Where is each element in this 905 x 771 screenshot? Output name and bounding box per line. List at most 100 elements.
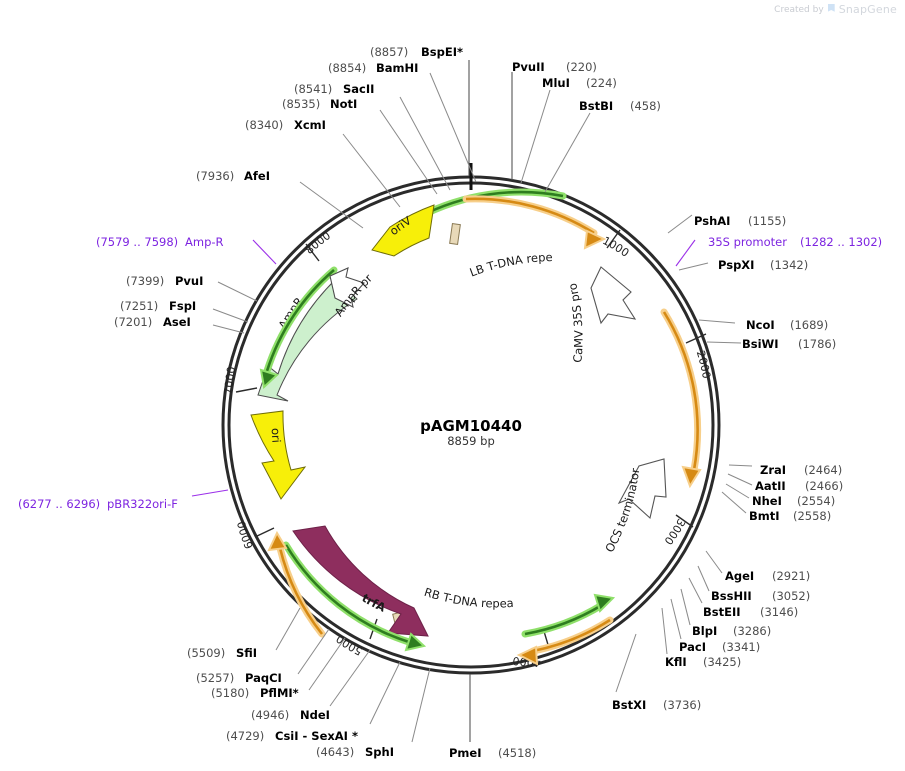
enzyme-name: PvuI [175, 274, 203, 288]
watermark-brand: SnapGene [838, 3, 897, 16]
enzyme-pos: (2558) [793, 509, 831, 523]
primer-name: pBR322ori-F [107, 497, 178, 511]
enzyme-pos: (4643) [316, 745, 354, 759]
feature-orange-arc-bottom [516, 616, 614, 666]
enzyme-pos: (220) [566, 60, 597, 74]
primer-range: (7579 .. 7598) [96, 235, 178, 249]
enzyme-name: PaqCI [245, 671, 282, 685]
enzyme-label-FspI[interactable]: (7251) FspI [120, 299, 196, 313]
enzyme-name: XcmI [294, 118, 326, 132]
enzyme-pos: (8854) [328, 61, 366, 75]
enzyme-label-SfiI[interactable]: (5509) SfiI [187, 646, 257, 660]
primer-label-35S-promoter[interactable]: 35S promoter (1282 .. 1302) [708, 235, 882, 249]
enzyme-group-bottom: PmeI (4518) [449, 746, 536, 760]
enzyme-label-NotI[interactable]: (8535) NotI [282, 97, 357, 111]
enzyme-label-BstBI[interactable]: BstBI (458) [579, 99, 661, 113]
enzyme-label-BsiWI[interactable]: BsiWI (1786) [742, 337, 836, 351]
primer-group: (7579 .. 7598) Amp-R (6277 .. 6296) pBR3… [18, 235, 882, 511]
feature-label-ori: ori [269, 428, 284, 443]
enzyme-label-BlpI[interactable]: BlpI (3286) [692, 624, 771, 638]
feature-green-arc-AmpR [259, 266, 338, 389]
enzyme-name: NotI [330, 97, 357, 111]
svg-text:ori: ori [269, 428, 284, 443]
enzyme-pos: (1342) [770, 258, 808, 272]
enzyme-label-PaqCI[interactable]: (5257) PaqCI [196, 671, 282, 685]
enzyme-label-BmtI[interactable]: BmtI (2558) [749, 509, 831, 523]
enzyme-label-MluI[interactable]: MluI (224) [542, 76, 617, 90]
enzyme-name: BstBI [579, 99, 613, 113]
primer-range: (6277 .. 6296) [18, 497, 100, 511]
enzyme-label-NheI[interactable]: NheI (2554) [752, 494, 835, 508]
enzyme-label-PvuI[interactable]: (7399) PvuI [126, 274, 203, 288]
enzyme-name: BstEII [703, 605, 741, 619]
enzyme-label-BstXI[interactable]: BstXI (3736) [612, 698, 701, 712]
enzyme-pos: (7936) [196, 169, 234, 183]
enzyme-label-NdeI[interactable]: (4946) NdeI [251, 708, 330, 722]
enzyme-pos: (8535) [282, 97, 320, 111]
enzyme-pos: (3736) [663, 698, 701, 712]
enzyme-label-BstEII[interactable]: BstEII (3146) [703, 605, 798, 619]
enzyme-name: BspEI* [421, 45, 463, 59]
enzyme-label-AgeI[interactable]: AgeI (2921) [725, 569, 810, 583]
enzyme-name: PshAI [694, 214, 730, 228]
enzyme-label-XcmI[interactable]: (8340) XcmI [245, 118, 326, 132]
enzyme-name: PflMI* [260, 686, 299, 700]
plasmid-name: pAGM10440 [420, 417, 522, 435]
enzyme-pos: (4518) [498, 746, 536, 760]
enzyme-pos: (3146) [760, 605, 798, 619]
enzyme-label-PflMI[interactable]: (5180) PflMI* [211, 686, 299, 700]
enzyme-pos: (2554) [797, 494, 835, 508]
enzyme-name: KflI [665, 655, 687, 669]
enzyme-label-PacI[interactable]: PacI (3341) [679, 640, 760, 654]
enzyme-pos: (1689) [790, 318, 828, 332]
enzyme-pos: (3425) [703, 655, 741, 669]
enzyme-label-AseI[interactable]: (7201) AseI [114, 315, 191, 329]
enzyme-pos: (4946) [251, 708, 289, 722]
plasmid-center-label: pAGM10440 8859 bp [420, 417, 522, 448]
enzyme-name: ZraI [760, 463, 786, 477]
enzyme-name: BamHI [376, 61, 418, 75]
enzyme-pos: (224) [586, 76, 617, 90]
enzyme-label-AfeI[interactable]: (7936) AfeI [196, 169, 270, 183]
enzyme-name: MluI [542, 76, 570, 90]
enzyme-pos: (5257) [196, 671, 234, 685]
enzyme-pos: (1155) [748, 214, 786, 228]
enzyme-label-AatII[interactable]: AatII (2466) [755, 479, 843, 493]
enzyme-label-NcoI[interactable]: NcoI (1689) [746, 318, 828, 332]
enzyme-label-BspEI[interactable]: (8857) BspEI* [370, 45, 463, 59]
enzyme-pos: (5509) [187, 646, 225, 660]
enzyme-name: FspI [169, 299, 196, 313]
feature-green-arc-trfA [282, 541, 427, 652]
leader-lines [191, 60, 753, 743]
enzyme-label-BssHII[interactable]: BssHII (3052) [711, 589, 810, 603]
enzyme-label-PshAI[interactable]: PshAI (1155) [694, 214, 786, 228]
enzyme-name: NheI [752, 494, 782, 508]
enzyme-pos: (7399) [126, 274, 164, 288]
primer-label-pBR322ori-F[interactable]: (6277 .. 6296) pBR322ori-F [18, 497, 178, 511]
watermark-prefix: Created by [774, 4, 824, 15]
enzyme-label-PmeI[interactable]: PmeI (4518) [449, 746, 536, 760]
feature-ori: ori [250, 410, 307, 500]
enzyme-name: BlpI [692, 624, 717, 638]
enzyme-label-PspXI[interactable]: PspXI (1342) [718, 258, 808, 272]
enzyme-name: NcoI [746, 318, 775, 332]
enzyme-label-ZraI[interactable]: ZraI (2464) [760, 463, 842, 477]
enzyme-name: BstXI [612, 698, 646, 712]
enzyme-pos: (7251) [120, 299, 158, 313]
enzyme-label-SphI[interactable]: (4643) SphI [316, 745, 394, 759]
feature-orange-arc-upper [462, 195, 607, 250]
enzyme-pos: (3052) [772, 589, 810, 603]
enzyme-group-bottom-left: (5509) SfiI (5257) PaqCI (5180) PflMI* (… [187, 646, 394, 759]
enzyme-pos: (8857) [370, 45, 408, 59]
enzyme-label-PvuII[interactable]: PvuII (220) [512, 60, 597, 74]
enzyme-name: AgeI [725, 569, 754, 583]
primer-label-Amp-R[interactable]: (7579 .. 7598) Amp-R [96, 235, 224, 249]
enzyme-pos: (2466) [805, 479, 843, 493]
enzyme-label-SacII[interactable]: (8541) SacII [294, 82, 374, 96]
enzyme-label-KflI[interactable]: KflI (3425) [665, 655, 741, 669]
enzyme-name: NdeI [300, 708, 330, 722]
enzyme-label-BamHI[interactable]: (8854) BamHI [328, 61, 418, 75]
enzyme-label-CsiI-SexAI[interactable]: (4729) CsiI - SexAI * [226, 729, 358, 743]
enzyme-name: SphI [365, 745, 394, 759]
